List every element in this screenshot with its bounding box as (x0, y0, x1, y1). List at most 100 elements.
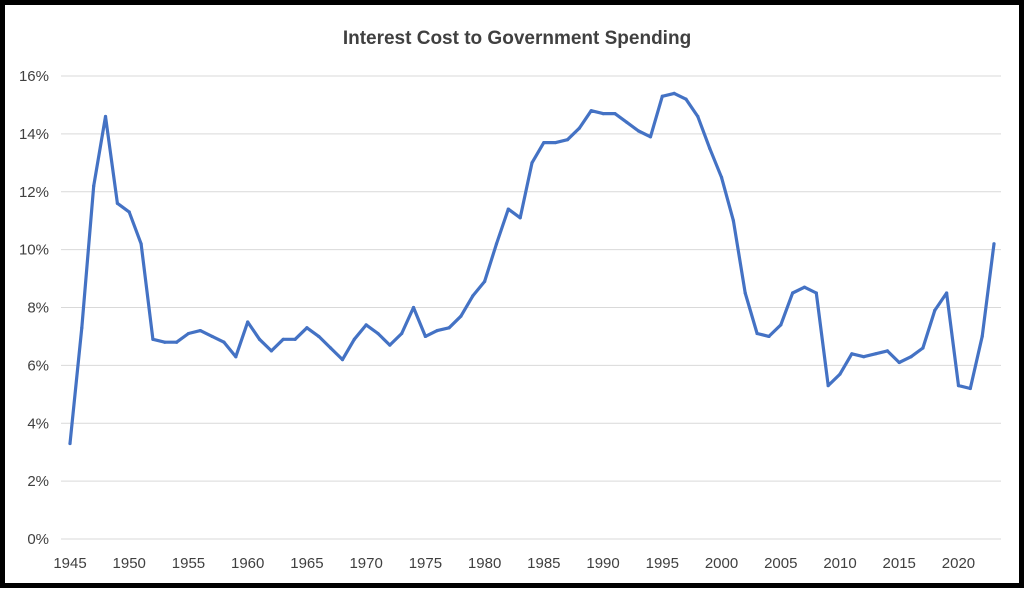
data-point (601, 112, 605, 116)
data-point (731, 219, 735, 223)
data-point (696, 114, 700, 119)
data-point (613, 112, 617, 116)
series-line (68, 91, 996, 446)
data-point (554, 140, 558, 145)
data-point (281, 337, 285, 341)
data-point (483, 279, 487, 284)
data-point (956, 384, 961, 388)
x-tick-label: 1950 (113, 555, 146, 572)
data-point (755, 331, 759, 336)
x-tick-label: 1995 (646, 555, 679, 572)
data-point (625, 120, 629, 124)
x-tick-label: 1960 (231, 555, 264, 572)
x-tick-label: 2010 (823, 555, 856, 572)
data-point (269, 349, 273, 353)
data-point (921, 346, 925, 350)
data-point (471, 294, 475, 298)
data-point (779, 323, 783, 327)
x-tick-label: 1965 (290, 555, 323, 572)
data-point (648, 135, 653, 139)
data-point (423, 334, 427, 339)
y-tick-label: 14% (19, 126, 49, 143)
x-tick-label: 2015 (883, 555, 916, 572)
data-point (352, 337, 356, 341)
data-point (186, 331, 191, 336)
y-tick-label: 10% (19, 242, 49, 259)
data-point (447, 326, 451, 330)
y-tick-label: 8% (27, 300, 49, 317)
data-point (684, 97, 688, 101)
y-tick-label: 2% (27, 473, 49, 490)
data-point (518, 216, 522, 220)
data-point (127, 210, 131, 214)
data-point (80, 326, 84, 330)
data-point (234, 355, 238, 359)
chart-title: Interest Cost to Government Spending (343, 28, 691, 49)
data-point (968, 386, 972, 391)
data-point (293, 337, 297, 341)
data-point (814, 291, 818, 295)
data-point (708, 146, 712, 150)
data-point (305, 326, 309, 330)
data-point (933, 308, 937, 312)
data-point (980, 334, 984, 339)
data-point (791, 291, 795, 295)
data-point (103, 114, 108, 119)
y-tick-label: 6% (27, 357, 49, 374)
data-point (660, 94, 664, 98)
series-layer (68, 91, 996, 446)
data-point (719, 175, 724, 179)
data-point (992, 242, 996, 246)
x-tick-label: 1975 (409, 555, 442, 572)
data-point (459, 314, 463, 318)
x-tick-label: 1985 (527, 555, 560, 572)
data-point (838, 372, 842, 376)
y-axis-ticks: 0% 2% 4% 6% 8% 10% 12% 14% 16% (19, 68, 49, 548)
x-tick-label: 1990 (586, 555, 619, 572)
data-point (802, 285, 807, 289)
data-point (637, 129, 641, 133)
y-tick-label: 0% (27, 531, 49, 548)
data-point (862, 355, 866, 359)
data-point (175, 340, 179, 344)
x-axis-ticks: 1945 1950 1955 1960 1965 1970 1975 1980 1985 1990… (53, 555, 975, 572)
data-point (92, 184, 96, 188)
data-point (210, 334, 214, 339)
data-point (115, 201, 119, 205)
data-point (163, 340, 167, 344)
line-chart: Interest Cost to Government Spending 0% 2… (19, 28, 1001, 572)
data-point (246, 320, 250, 324)
gridlines (61, 75, 1001, 540)
y-tick-label: 4% (27, 415, 49, 432)
x-tick-label: 1970 (349, 555, 382, 572)
data-point (329, 346, 333, 350)
data-point (826, 384, 830, 388)
y-tick-label: 16% (19, 68, 49, 85)
data-point (68, 441, 72, 446)
data-point (873, 352, 878, 356)
x-tick-label: 2020 (942, 555, 975, 572)
data-point (494, 242, 499, 246)
x-tick-label: 1955 (172, 555, 205, 572)
data-point (850, 352, 854, 356)
data-point (542, 140, 546, 145)
data-point (317, 334, 321, 339)
data-point (257, 337, 262, 341)
data-point (400, 331, 404, 336)
data-point (340, 357, 345, 362)
data-point (743, 291, 747, 295)
data-point (885, 349, 889, 353)
data-point (151, 337, 155, 341)
data-point (945, 291, 949, 295)
data-point (767, 334, 771, 339)
data-point (577, 126, 581, 130)
x-tick-label: 2000 (705, 555, 738, 572)
data-point (376, 331, 380, 336)
data-point (222, 340, 226, 344)
data-point (388, 343, 392, 347)
x-tick-label: 2005 (764, 555, 797, 572)
y-tick-label: 12% (19, 184, 49, 201)
data-point (139, 242, 143, 246)
data-point (672, 91, 676, 95)
